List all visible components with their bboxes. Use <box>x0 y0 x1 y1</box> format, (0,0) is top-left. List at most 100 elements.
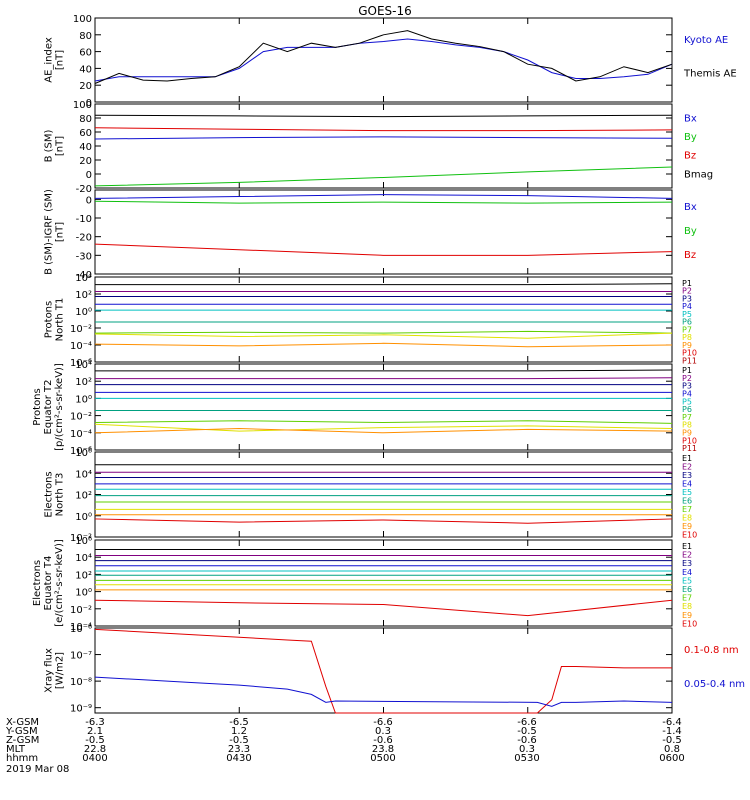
legend-item: Bz <box>684 151 696 162</box>
ephemeris-cell: -6.4 <box>662 717 682 728</box>
y-tick-label: 10⁴ <box>75 469 92 480</box>
series-line-By <box>94 200 673 204</box>
y-axis-label: Electrons North T3 <box>44 471 66 517</box>
legend-item: E8 <box>682 514 692 523</box>
y-tick-label: 10⁻⁸ <box>70 677 92 688</box>
series-line-By <box>94 166 673 187</box>
y-axis-label-line: [nT] <box>55 222 66 242</box>
y-tick-label: 10⁻⁴ <box>70 341 92 352</box>
series-line-P1 <box>95 283 673 286</box>
legend-item: 0.1-0.8 nm <box>684 645 739 656</box>
y-tick-label: 10⁻⁷ <box>70 651 92 662</box>
legend-item: E5 <box>682 488 692 497</box>
y-axis-label-line: B (SM) <box>44 129 55 162</box>
y-tick-label: 10⁰ <box>75 307 92 318</box>
ephemeris-row-label: X-GSM <box>6 717 39 728</box>
y-tick-label: 10⁻² <box>70 605 92 616</box>
series-line-Themis-AE <box>94 30 673 84</box>
y-axis-label-line: Electrons <box>32 560 43 606</box>
y-tick-label: 10⁰ <box>75 588 92 599</box>
y-axis-label-line: AE_index <box>44 37 55 83</box>
ephemeris-cell: 2.1 <box>87 726 103 737</box>
panel-bsm: -20 0 20 40 60 80 100 B (SM) [nT] Bx By Bz Bmag <box>44 100 714 195</box>
legend-item: P2 <box>682 287 692 296</box>
legend-item: 0.05-0.4 nm <box>684 679 745 690</box>
legend-item: Bx <box>684 113 697 124</box>
y-tick-label: 10⁶ <box>75 536 92 547</box>
y-axis-label-line: [nT] <box>55 136 66 156</box>
legend-item: P9 <box>682 341 692 350</box>
panel-pn: 10⁻⁶ 10⁻⁴ 10⁻² 10⁰ 10² 10⁴ Protons North T1 P1P2… <box>44 273 698 369</box>
legend-item: E9 <box>682 611 692 620</box>
ephemeris-cell: 0430 <box>226 753 251 764</box>
series-line-Bz <box>94 243 673 256</box>
series-line-Bmag <box>94 114 673 118</box>
y-tick-label: 10⁻² <box>70 412 92 423</box>
series-line-0-1-0-8-nm <box>94 628 672 714</box>
y-axis-label-line: Protons <box>32 388 43 425</box>
y-tick-label: -40 <box>76 270 92 281</box>
y-axis-label-line: North T1 <box>55 298 66 342</box>
y-axis-label-line: [nT] <box>55 50 66 70</box>
series-line-P8 <box>94 332 673 339</box>
y-tick-label: 10⁴ <box>75 553 92 564</box>
legend-item: P3 <box>682 294 692 303</box>
legend-item: P7 <box>682 325 692 334</box>
ephemeris-cell: -6.6 <box>517 717 537 728</box>
y-tick-label: 80 <box>79 114 92 125</box>
legend-item: Bmag <box>684 169 713 180</box>
ephemeris-cell: 0600 <box>659 753 684 764</box>
y-tick-label: -20 <box>76 184 92 195</box>
ephemeris-cell: 0.3 <box>519 744 535 755</box>
y-axis-label-line: Protons <box>44 301 55 338</box>
ephemeris-cell: 0.8 <box>664 744 680 755</box>
y-tick-label: -20 <box>76 233 92 244</box>
y-axis-label-line: [W/m2] <box>55 652 66 689</box>
ephemeris-cell: -0.6 <box>373 735 393 746</box>
y-tick-label: 10² <box>75 491 92 502</box>
y-tick-label: 10² <box>75 377 92 388</box>
y-tick-label: 10⁴ <box>75 360 92 371</box>
legend-item: E6 <box>682 497 692 506</box>
panel-frame <box>94 17 673 103</box>
y-tick-label: 80 <box>79 31 92 42</box>
panel-ae: 0 20 40 60 80 100 AE_index [nT] Kyoto AE Themis A… <box>44 14 737 109</box>
y-tick-label: 40 <box>79 64 92 75</box>
ephemeris-cell: -6.3 <box>85 717 105 728</box>
legend-item: P6 <box>682 405 692 414</box>
y-tick-label: 10⁰ <box>75 512 92 523</box>
legend-item: E7 <box>682 594 692 603</box>
panel-frame <box>94 363 673 451</box>
y-axis-label: Electrons Equator T4 [e/(cm²-s-sr-keV)] <box>32 539 65 627</box>
ephemeris-cell: 23.8 <box>372 744 394 755</box>
y-axis-label-line: Equator T4 <box>43 556 54 611</box>
legend-item: E10 <box>682 531 697 540</box>
ephemeris-cell: 0500 <box>370 753 395 764</box>
ephemeris-cell: 22.8 <box>84 744 106 755</box>
legend-item: P8 <box>682 333 692 342</box>
y-tick-label: 0 <box>86 98 92 109</box>
y-axis-label-line: Equator T2 <box>43 380 54 435</box>
y-tick-label: 10⁻² <box>70 533 92 544</box>
series-line-Bx <box>94 194 673 199</box>
y-tick-label: 10⁴ <box>75 273 92 284</box>
legend-item: E2 <box>682 551 692 560</box>
y-tick-label: 10² <box>75 570 92 581</box>
legend-item: E9 <box>682 522 692 531</box>
series-line-P8 <box>94 423 673 432</box>
ephemeris-cell: 0.3 <box>375 726 391 737</box>
y-tick-label: -10 <box>76 214 92 225</box>
y-axis-label: Xray flux [W/m2] <box>44 648 66 693</box>
y-tick-label: 10² <box>75 290 92 301</box>
y-tick-label: 10⁻² <box>70 324 92 335</box>
ephemeris-table: X-GSMY-GSMZ-GSMMLThhmm-6.32.1-0.522.8040… <box>5 717 685 775</box>
legend-item: P5 <box>682 310 692 319</box>
series-line-P7 <box>94 420 673 424</box>
y-axis-label-line: [p/(cm²-s-sr-keV)] <box>54 363 65 451</box>
legend-item: E3 <box>682 471 692 480</box>
legend-item: By <box>684 226 697 237</box>
legend-item: P4 <box>682 302 692 311</box>
y-axis-label: B (SM)-IGRF (SM) [nT] <box>44 189 66 275</box>
